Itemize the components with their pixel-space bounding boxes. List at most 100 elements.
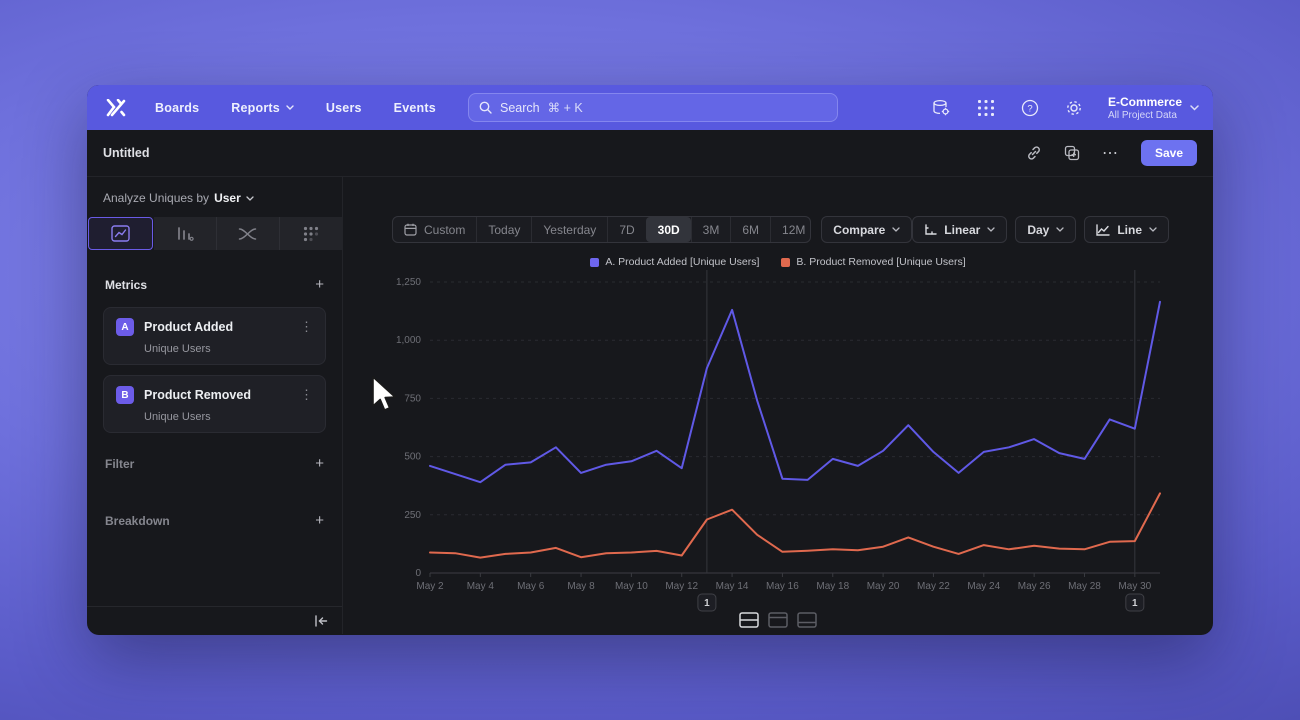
x-axis-label: May 30 [1118,581,1151,592]
chart-toolbar: Custom Today Yesterday 7D 30D 3M 6M 12M Compare… [392,216,1169,243]
scale-dropdown[interactable]: Linear [912,216,1008,243]
x-axis-label: May 12 [665,581,698,592]
help-icon[interactable]: ? [1020,98,1040,118]
chevron-down-icon [892,227,900,232]
metric-card-b[interactable]: B Product Removed ⋮ Unique Users [103,375,326,433]
data-settings-icon[interactable] [932,98,952,118]
date-range-control: Custom Today Yesterday 7D 30D 3M 6M 12M [392,216,812,243]
view-toggles [343,612,1213,628]
legend-entry-b[interactable]: B. Product Removed [Unique Users] [781,256,966,268]
range-yesterday[interactable]: Yesterday [531,217,607,242]
range-today[interactable]: Today [476,217,531,242]
x-axis-label: May 10 [615,581,648,592]
query-sidebar: Analyze Uniques by User Metrics + A Produ… [87,177,343,634]
filter-section-title: Filter [105,456,135,471]
series-line-a[interactable] [429,300,1161,484]
y-axis-label: 500 [404,452,421,463]
metric-badge: A [116,318,134,336]
navbar-actions: ? E-Commerce All Project Data [932,95,1199,121]
x-axis-label: May 8 [567,581,595,592]
save-button[interactable]: Save [1140,140,1197,166]
report-tab-group [153,217,342,250]
x-logo-icon[interactable] [103,97,129,119]
report-tab-flows-icon[interactable] [215,217,279,250]
linear-scale-icon [925,223,937,235]
project-subtitle: All Project Data [1107,109,1177,121]
range-custom[interactable]: Custom [393,217,476,242]
analyze-prefix: Analyze Uniques by [103,191,210,205]
annotation-count: 1 [704,598,710,609]
x-axis-label: May 24 [967,581,1000,592]
search-placeholder: Search [500,100,540,115]
range-6m[interactable]: 6M [730,217,770,242]
bottom-panel-view-icon[interactable] [797,612,817,628]
report-tab-insights-chart-icon[interactable] [88,217,153,250]
chart-legend: A. Product Added [Unique Users] B. Produc… [343,256,1213,268]
link-icon[interactable] [1026,145,1042,161]
y-axis-label: 1,250 [396,277,421,288]
metric-card-a[interactable]: A Product Added ⋮ Unique Users [103,307,326,365]
top-navbar: Boards Reports Users Events Search ⌘ + K ? [87,85,1213,130]
annotation-marker[interactable] [1125,593,1145,612]
legend-swatch [590,257,600,267]
range-3m[interactable]: 3M [690,217,731,242]
y-axis-label: 250 [404,510,421,521]
metric-name: Product Added [144,320,234,334]
nav-item-events[interactable]: Events [393,100,436,115]
range-30d[interactable]: 30D [645,217,691,242]
series-line-b[interactable] [429,492,1161,559]
metric-subtitle: Unique Users [144,411,211,423]
duplicate-icon[interactable] [1064,145,1080,161]
collapse-sidebar-icon[interactable] [314,614,328,627]
metric-subtitle: Unique Users [144,343,211,355]
report-title[interactable]: Untitled [103,146,150,160]
report-type-tabs [87,217,342,250]
add-filter-button[interactable]: + [315,455,324,472]
calendar-icon [404,223,417,236]
chevron-down-icon [1190,104,1199,111]
app-window: Boards Reports Users Events Search ⌘ + K ? [87,85,1213,635]
add-breakdown-button[interactable]: + [315,512,324,529]
svg-text:?: ? [1027,103,1032,114]
compare-dropdown[interactable]: Compare [821,216,913,243]
legend-swatch [781,257,791,267]
x-axis-label: May 4 [467,581,495,592]
search-input[interactable]: Search ⌘ + K [468,93,838,122]
interval-dropdown[interactable]: Day [1015,216,1077,243]
breakdown-section-title: Breakdown [105,513,170,528]
settings-gear-icon[interactable] [1064,98,1084,118]
nav-item-boards[interactable]: Boards [155,100,200,115]
project-switcher[interactable]: E-Commerce All Project Data [1108,95,1199,121]
report-tab-retention-grid-icon[interactable] [278,217,342,250]
x-axis-label: May 18 [816,581,849,592]
top-panel-view-icon[interactable] [768,612,788,628]
chart-type-dropdown[interactable]: Line [1084,216,1169,243]
add-metric-button[interactable]: + [315,276,324,293]
metric-options-icon[interactable]: ⋮ [300,387,313,402]
legend-entry-a[interactable]: A. Product Added [Unique Users] [590,256,759,268]
split-view-icon[interactable] [739,612,759,628]
x-axis-label: May 22 [917,581,950,592]
chevron-down-icon [987,227,995,232]
project-name: E-Commerce [1107,94,1182,109]
metric-options-icon[interactable]: ⋮ [300,319,313,334]
chevron-down-icon [246,195,254,201]
annotation-count: 1 [1132,598,1138,609]
range-12m[interactable]: 12M [770,217,810,242]
analyze-entity-dropdown[interactable]: User [214,191,254,205]
x-axis-label: May 2 [416,581,444,592]
range-7d[interactable]: 7D [607,217,645,242]
nav-item-users[interactable]: Users [325,100,362,115]
nav-item-reports[interactable]: Reports [231,101,294,115]
report-tab-bar-chart-icon[interactable] [154,217,216,250]
apps-grid-icon[interactable] [976,98,996,118]
more-options-icon[interactable]: ⋯ [1101,145,1119,162]
chart-panel: Custom Today Yesterday 7D 30D 3M 6M 12M Compare… [343,177,1213,634]
annotation-marker[interactable] [697,593,717,612]
x-axis-label: May 6 [517,581,545,592]
x-axis-label: May 28 [1068,581,1101,592]
nav-menu: Boards Reports Users Events [155,101,436,115]
report-titlebar: Untitled ⋯ Save [87,130,1213,177]
y-axis-label: 750 [404,393,421,404]
search-icon [479,101,492,114]
